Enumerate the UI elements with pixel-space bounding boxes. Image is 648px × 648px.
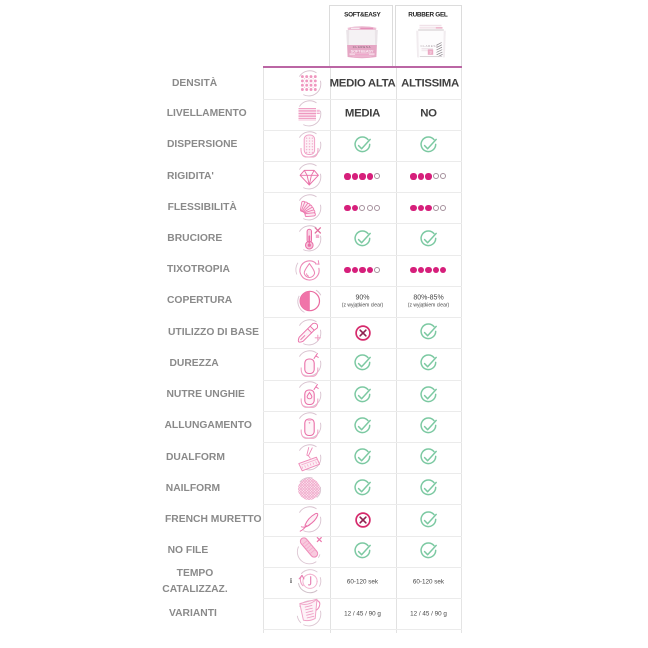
svg-text:3: 3 bbox=[429, 49, 432, 54]
svg-text:SOFT&EASY: SOFT&EASY bbox=[350, 48, 373, 53]
svg-text:CLARESA: CLARESA bbox=[352, 45, 371, 49]
svg-text:CLARESA: CLARESA bbox=[420, 43, 438, 47]
